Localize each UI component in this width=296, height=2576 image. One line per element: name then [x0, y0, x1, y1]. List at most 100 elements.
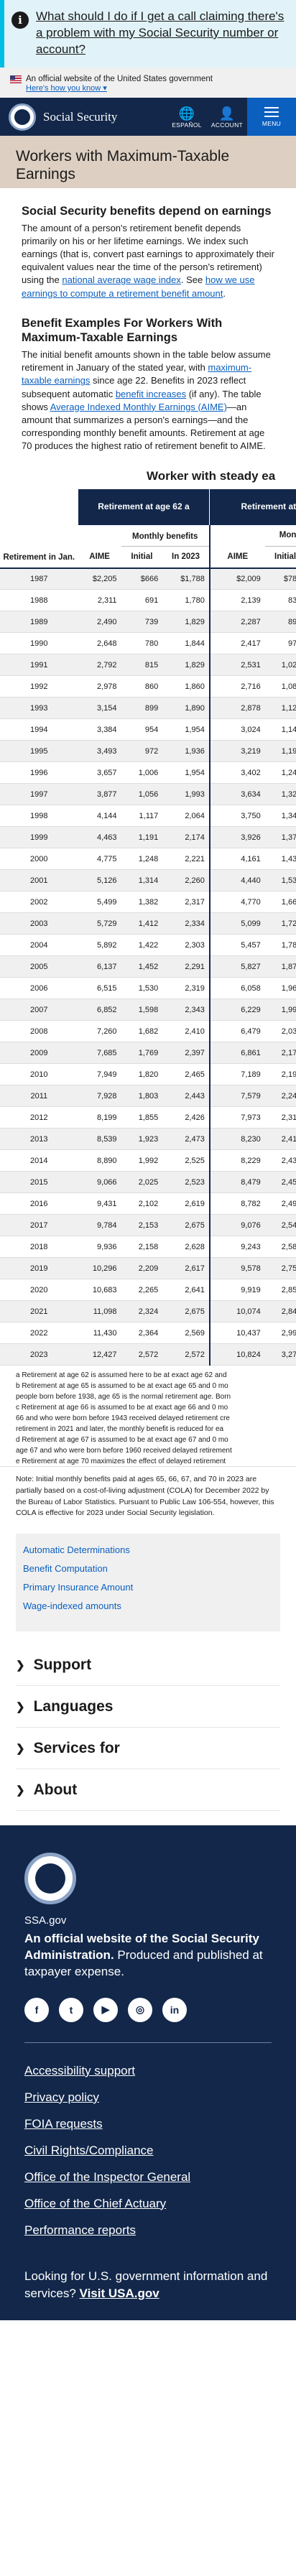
related-link[interactable]: Wage-indexed amounts [23, 1600, 121, 1611]
table-cell: 2,414 [264, 1128, 296, 1150]
table-cell: 2,878 [209, 697, 265, 719]
accordion-item[interactable]: ❯ Languages [16, 1686, 280, 1728]
social-links: f t ▶ ◎ in [24, 1997, 272, 2022]
table-cell-year: 2005 [0, 955, 78, 978]
brand-name[interactable]: Social Security [43, 109, 118, 124]
footer-link[interactable]: Performance reports [24, 2223, 136, 2237]
table-cell: 975 [264, 632, 296, 654]
linkedin-icon[interactable]: in [162, 1997, 187, 2022]
table-cell: 1,998 [264, 999, 296, 1021]
usa-gov-link[interactable]: Visit USA.gov [79, 2286, 159, 2300]
ssa-seal-logo[interactable] [9, 103, 36, 131]
footer-link[interactable]: Office of the Chief Actuary [24, 2196, 167, 2210]
related-link[interactable]: Primary Insurance Amount [23, 1582, 134, 1593]
table-cell: 2,417 [209, 632, 265, 654]
footer-desc-rest: Produced and published at taxpayer expen… [24, 1947, 263, 1978]
usa-gov-text: Looking for U.S. government information … [24, 2269, 268, 2300]
table-cell: 4,144 [78, 805, 121, 827]
table-cell: 2,572 [162, 1343, 211, 1366]
table-cell: 1,191 [121, 826, 163, 848]
table-cell: 5,099 [209, 912, 265, 935]
heres-how-you-know-toggle[interactable]: Here's how you know ▾ [26, 84, 107, 93]
table-cell: 2,589 [264, 1236, 296, 1258]
empty-header [0, 488, 78, 525]
us-flag-icon [10, 75, 22, 83]
table-cell-year: 2014 [0, 1149, 78, 1172]
table-cell: 10,683 [78, 1279, 121, 1301]
page-title: Workers with Maximum-Taxable Earnings [16, 148, 230, 183]
benefit-increases-link[interactable]: benefit increases [115, 388, 187, 399]
maximum-taxable-link[interactable]: maximum-taxable earnings [22, 362, 252, 386]
table-cell: 2,716 [209, 675, 265, 698]
footer-link[interactable]: FOIA requests [24, 2116, 103, 2131]
footer-link[interactable]: Civil Rights/Compliance [24, 2143, 154, 2157]
table-cell: 2,317 [162, 891, 211, 913]
table-cell-year: 2021 [0, 1300, 78, 1322]
table-cell-year: 2018 [0, 1236, 78, 1258]
twitter-icon[interactable]: t [59, 1997, 83, 2022]
aime-link[interactable]: Average Indexed Monthly Earnings (AIME) [50, 401, 227, 412]
table-cell: 10,074 [209, 1300, 265, 1322]
compute-benefit-link[interactable]: how we use earnings to compute a retirem… [22, 274, 255, 299]
table-cell-year: 2000 [0, 848, 78, 870]
heres-how-label: Here's how you know [26, 84, 101, 93]
table-cell: 6,137 [78, 955, 121, 978]
table-cell: 7,260 [78, 1020, 121, 1042]
benefits-table-scroll[interactable]: Retirement at age 62 a Retirement at age… [0, 488, 296, 1366]
accordion-item[interactable]: ❯ Services for [16, 1728, 280, 1769]
table-cell: 2,792 [78, 654, 121, 676]
table-cell: 1,936 [162, 740, 211, 762]
table-cell: 6,479 [209, 1020, 265, 1042]
youtube-icon[interactable]: ▶ [93, 1997, 118, 2022]
instagram-icon[interactable]: ◎ [128, 1997, 152, 2022]
related-link[interactable]: Benefit Computation [23, 1563, 108, 1574]
facebook-icon[interactable]: f [24, 1997, 49, 2022]
table-cell-year: 1994 [0, 718, 78, 741]
accordion-label: Support [33, 1656, 92, 1673]
table-cell: 954 [121, 718, 163, 741]
footer-links: Accessibility support Privacy policy FOIA … [24, 2057, 272, 2243]
table-cell: 1,538 [264, 869, 296, 891]
account-button[interactable]: 👤 ACCOUNT [207, 98, 247, 136]
chevron-right-icon: ❯ [16, 1700, 25, 1713]
text: . [223, 287, 226, 299]
text: The amount of a person's retirement bene… [22, 222, 274, 286]
footer-link[interactable]: Accessibility support [24, 2063, 136, 2077]
scam-alert-link[interactable]: What should I do if I get a call claimin… [36, 9, 285, 56]
table-cell: 6,861 [209, 1042, 265, 1064]
footer-site-name: SSA.gov [24, 1914, 67, 1927]
table-cell: 3,402 [209, 761, 265, 784]
accordion-item[interactable]: ❯ About [16, 1769, 280, 1811]
table-cell: 1,829 [162, 611, 211, 633]
group-header-age-65: Retirement at age 6 b [209, 488, 296, 525]
table-cell: 2,993 [264, 1322, 296, 1344]
table-cell: 1,088 [264, 675, 296, 698]
table-cell: 1,147 [264, 718, 296, 741]
table-cell: 1,199 [264, 740, 296, 762]
average-wage-index-link[interactable]: national average wage index [62, 274, 181, 286]
footer-accordion: ❯ Support ❯ Languages ❯ Services for ❯ About [0, 1644, 296, 1811]
table-cell: 2,857 [264, 1279, 296, 1301]
menu-button[interactable]: MENU [247, 98, 296, 136]
accordion-item[interactable]: ❯ Support [16, 1644, 280, 1686]
table-cell: 2,291 [162, 955, 211, 978]
table-cell: 9,431 [78, 1192, 121, 1215]
footer-link[interactable]: Privacy policy [24, 2090, 99, 2104]
table-cell: 860 [121, 675, 163, 698]
related-link[interactable]: Automatic Determinations [23, 1544, 130, 1555]
table-cell: 2,452 [264, 1171, 296, 1193]
table-cell-year: 1995 [0, 740, 78, 762]
table-cell: $666 [121, 567, 163, 590]
footnote: people born before 1938, age 65 is the n… [16, 1393, 231, 1401]
table-cell: 2,641 [162, 1279, 211, 1301]
footer-link[interactable]: Office of the Inspector General [24, 2169, 191, 2184]
table-cell: 1,248 [264, 761, 296, 784]
espanol-button[interactable]: 🌐 ESPAÑOL [167, 98, 207, 136]
